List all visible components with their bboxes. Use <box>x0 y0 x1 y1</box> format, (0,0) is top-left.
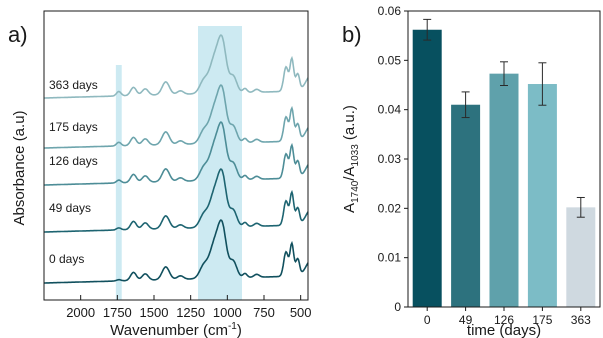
x-tick-label-175: 175 <box>532 313 552 327</box>
bar-175 <box>527 84 557 307</box>
panel-b-x-ticks: 0 49 126 175 363 <box>424 307 591 327</box>
panel-b-x-axis-label: time (days) <box>467 322 541 338</box>
x-tick-label-750: 750 <box>253 305 275 320</box>
bar-0 <box>412 29 442 307</box>
series-label-363-days: 363 days <box>49 78 98 92</box>
x-tick-label-2000: 2000 <box>66 305 95 320</box>
highlight-band-0 <box>115 65 122 300</box>
spectrum-line-0-days <box>44 219 309 284</box>
y-tick-label-0.01: 0.01 <box>378 251 402 265</box>
y-tick-label-0.04: 0.04 <box>378 103 402 117</box>
series-label-49-days: 49 days <box>49 201 91 215</box>
panel-a-plot-frame <box>43 10 309 301</box>
y-tick-label-0.02: 0.02 <box>378 201 402 215</box>
bar-49 <box>451 104 481 307</box>
x-tick-label-500: 500 <box>290 305 312 320</box>
panel-a-y-axis-label: Absorbance (a.u) <box>11 110 28 225</box>
x-tick-label-1250: 1250 <box>176 305 205 320</box>
x-tick-label-49: 49 <box>459 313 473 327</box>
spectrum-line-49-days <box>44 168 309 233</box>
panel-a-x-ticks: 2000 1750 1500 1250 1000 750 500 <box>66 295 312 320</box>
panel-b-error-bars <box>423 18 585 218</box>
y-tick-label-0.05: 0.05 <box>378 53 402 67</box>
x-tick-label-1000: 1000 <box>213 305 242 320</box>
spectrum-line-175-days <box>44 84 309 149</box>
panel-b-y-ticks: 0 0.01 0.02 0.03 0.04 0.05 0.06 <box>378 4 408 314</box>
series-label-126-days: 126 days <box>49 154 98 168</box>
spectrum-line-363-days <box>44 34 309 99</box>
panel-b-y-axis-label: A1740/A1033 (a.u.) <box>341 105 361 213</box>
panel-b-bars <box>412 29 596 307</box>
y-tick-label-0.06: 0.06 <box>378 4 402 18</box>
x-tick-label-363: 363 <box>571 313 591 327</box>
panel-a-bands <box>115 26 242 300</box>
bar-126 <box>489 73 519 307</box>
bar-363 <box>566 207 596 307</box>
spectrum-line-126-days <box>44 121 309 186</box>
y-tick-label-0: 0 <box>394 300 401 314</box>
x-tick-label-126: 126 <box>494 313 514 327</box>
panel-a-x-axis-label: Wavenumber (cm-1) <box>110 321 242 338</box>
x-tick-label-1500: 1500 <box>140 305 169 320</box>
panel-a-spectra <box>44 34 309 284</box>
panel-b-label: b) <box>342 22 362 47</box>
series-label-0-days: 0 days <box>49 252 84 266</box>
x-tick-label-1750: 1750 <box>103 305 132 320</box>
x-tick-label-0: 0 <box>424 313 431 327</box>
y-tick-label-0.03: 0.03 <box>378 152 402 166</box>
series-label-175-days: 175 days <box>49 120 98 134</box>
panel-a-label: a) <box>8 22 28 47</box>
panel-a-series-labels: 363 days 175 days 126 days 49 days 0 day… <box>49 78 98 266</box>
